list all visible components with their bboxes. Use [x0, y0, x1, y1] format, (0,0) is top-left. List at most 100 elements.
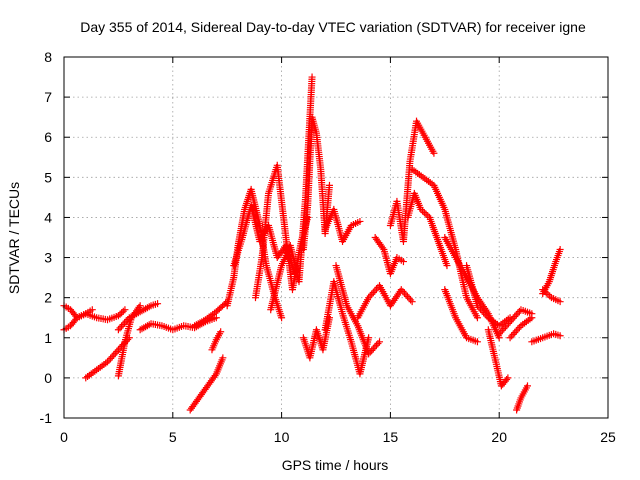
series-arc-16: [321, 205, 364, 246]
data-point: [136, 302, 144, 310]
data-point: [481, 310, 489, 318]
data-point: [556, 246, 564, 254]
data-point: [407, 296, 415, 304]
data-point: [371, 343, 379, 351]
x-tick-label: 10: [274, 429, 290, 445]
y-tick-label: 7: [44, 89, 52, 105]
data-point: [514, 309, 522, 317]
x-axis-label: GPS time / hours: [282, 457, 389, 473]
series-arc-30: [513, 382, 531, 414]
axis-ticks: 0 5 10 15 20 25 -1 0 1 2 3 4 5 6 7 8: [40, 49, 616, 445]
data-point: [473, 338, 481, 346]
data-point: [369, 289, 377, 297]
data-point: [399, 287, 407, 295]
series-arc-29: [506, 314, 536, 342]
y-tick-label: 5: [44, 169, 52, 185]
data-point: [515, 307, 523, 315]
series-arc-18: [332, 262, 384, 358]
series-arc-9: [208, 328, 225, 354]
data-point: [118, 322, 126, 330]
data-point: [503, 375, 511, 383]
data-point: [420, 209, 428, 217]
x-tick-label: 0: [60, 429, 68, 445]
data-point: [403, 293, 411, 301]
data-point: [512, 311, 520, 319]
data-point: [376, 338, 384, 346]
y-tick-label: 8: [44, 49, 52, 65]
data-point: [212, 314, 220, 322]
data-point: [397, 286, 405, 294]
data-point: [365, 334, 373, 342]
data-point: [365, 350, 373, 358]
data-point: [369, 345, 377, 353]
data-point: [108, 353, 116, 361]
series-arc-19: [354, 282, 416, 322]
data-point: [368, 290, 376, 298]
data-point: [111, 349, 119, 357]
series-arc-25: [441, 286, 481, 346]
data-point: [105, 356, 113, 364]
data-point: [511, 313, 519, 321]
data-point: [408, 298, 416, 306]
data-point: [122, 317, 130, 325]
data-point: [508, 316, 516, 324]
x-tick-label: 15: [383, 429, 399, 445]
grid: [64, 57, 608, 418]
data-point: [405, 294, 413, 302]
data-point: [504, 374, 512, 382]
data-point: [556, 298, 564, 306]
y-tick-label: 2: [44, 290, 52, 306]
data-point: [211, 372, 219, 380]
data-point: [114, 326, 122, 334]
data-point: [113, 348, 121, 356]
data-point: [116, 324, 124, 332]
series-arc-32: [539, 246, 564, 298]
data-point: [400, 289, 408, 297]
data-point: [509, 314, 517, 322]
data-point: [308, 73, 316, 81]
x-tick-label: 25: [600, 429, 616, 445]
chart-title: Day 355 of 2014, Sidereal Day-to-day VTE…: [80, 19, 586, 35]
data-point: [473, 302, 481, 310]
series-arc-21: [386, 117, 438, 246]
series-arc-14: [299, 113, 333, 254]
y-tick-label: 0: [44, 370, 52, 386]
data-point: [483, 312, 491, 320]
data-point: [368, 346, 376, 354]
data-point: [498, 326, 506, 334]
data-point: [121, 319, 129, 327]
data-point: [430, 149, 438, 157]
series-arc-26: [463, 262, 514, 330]
data-point: [478, 307, 486, 315]
data-point: [110, 351, 118, 359]
data-point: [495, 330, 503, 338]
data-point: [88, 306, 96, 314]
data-point: [118, 309, 126, 317]
data-point: [116, 310, 124, 318]
data-point: [477, 305, 485, 313]
data-point: [114, 312, 122, 320]
data-point: [374, 340, 382, 348]
data-point: [325, 181, 333, 189]
data-point: [473, 314, 481, 322]
data-point: [119, 307, 127, 315]
data-point: [509, 330, 517, 338]
data-point: [107, 354, 115, 362]
data-point: [365, 294, 373, 302]
series-arc-8: [191, 298, 231, 330]
plot-frame: [63, 56, 609, 419]
y-tick-label: 3: [44, 250, 52, 266]
data-point: [154, 300, 162, 308]
y-tick-label: 1: [44, 330, 52, 346]
data-point: [506, 318, 514, 326]
data-point: [278, 314, 286, 322]
data-point: [121, 306, 129, 314]
series-arc-13: [267, 73, 316, 314]
data-point: [497, 328, 505, 336]
data-point: [104, 358, 112, 366]
series-arc-20: [371, 234, 407, 278]
data-point: [514, 325, 522, 333]
series-arc-5: [114, 300, 162, 334]
data-point: [506, 334, 514, 342]
data-point: [505, 319, 513, 327]
